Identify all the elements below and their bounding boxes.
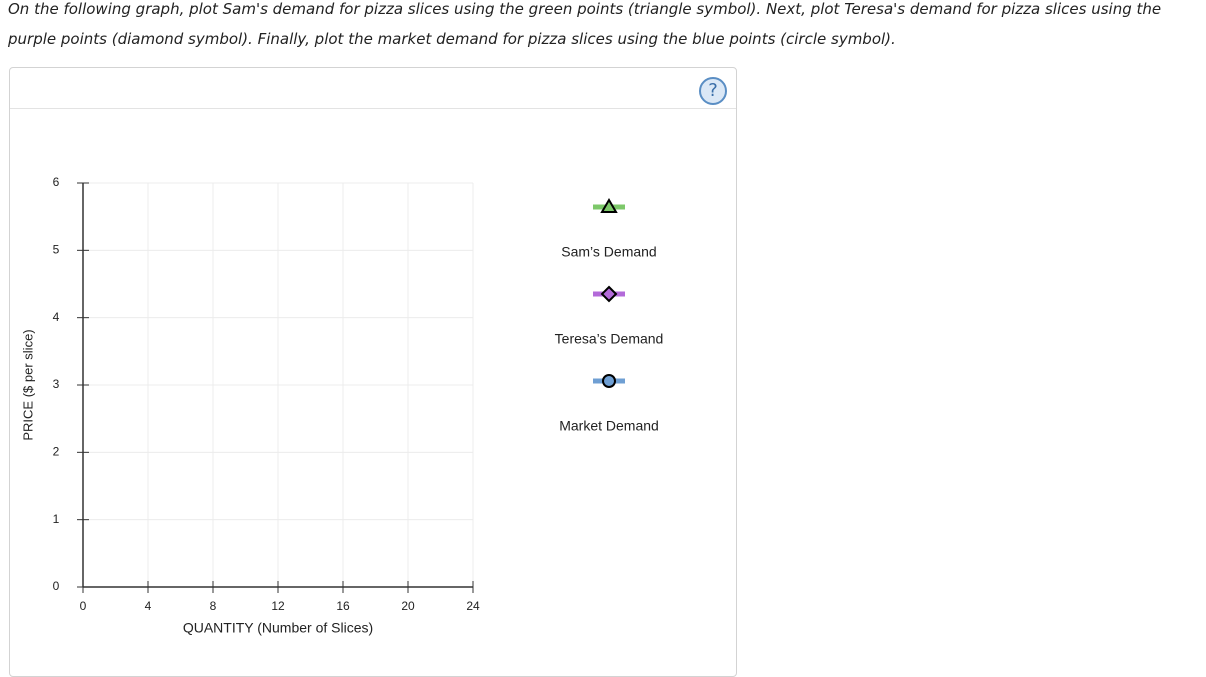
triangle-marker[interactable] xyxy=(600,198,618,213)
instructions: On the following graph, plot Sam's deman… xyxy=(8,0,1162,48)
legend-label[interactable]: Market Demand xyxy=(559,418,659,434)
x-tick-label: 4 xyxy=(145,599,152,613)
x-tick-label: 8 xyxy=(210,599,217,613)
y-tick-label: 6 xyxy=(53,175,60,189)
y-tick-label: 4 xyxy=(53,310,60,324)
x-tick-label: 0 xyxy=(80,599,87,613)
x-axis-title: QUANTITY (Number of Slices) xyxy=(183,620,373,636)
x-tick-label: 24 xyxy=(466,599,480,613)
y-tick-label: 0 xyxy=(53,579,60,593)
legend-label[interactable]: Sam’s Demand xyxy=(561,244,656,260)
diamond-marker[interactable] xyxy=(600,285,618,303)
circle-marker[interactable] xyxy=(602,374,616,388)
y-tick-label: 2 xyxy=(53,445,60,459)
legend-label[interactable]: Teresa’s Demand xyxy=(555,331,664,347)
x-tick-label: 16 xyxy=(336,599,350,613)
y-tick-label: 5 xyxy=(53,243,60,257)
panel-header: ? xyxy=(10,68,736,109)
help-button[interactable]: ? xyxy=(699,77,727,105)
x-tick-label: 20 xyxy=(401,599,415,613)
x-tick-label: 12 xyxy=(271,599,285,613)
y-tick-label: 3 xyxy=(53,377,60,391)
y-tick-label: 1 xyxy=(53,512,60,526)
y-axis-title: PRICE ($ per slice) xyxy=(20,329,35,440)
